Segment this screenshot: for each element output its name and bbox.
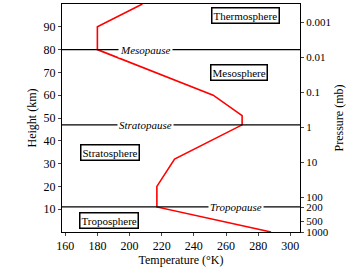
svg-text:Thermosphere: Thermosphere	[214, 10, 278, 22]
svg-text:0.01: 0.01	[306, 51, 325, 63]
svg-text:Tropopause: Tropopause	[210, 201, 262, 213]
svg-text:70: 70	[44, 66, 56, 80]
svg-text:160: 160	[56, 239, 74, 253]
svg-text:Troposphere: Troposphere	[82, 215, 137, 227]
svg-text:90: 90	[44, 20, 56, 34]
svg-text:1000: 1000	[306, 226, 329, 238]
svg-text:1: 1	[306, 121, 312, 133]
svg-text:50: 50	[44, 111, 56, 125]
svg-text:180: 180	[88, 239, 106, 253]
svg-text:280: 280	[249, 239, 267, 253]
svg-text:500: 500	[306, 215, 323, 227]
svg-text:260: 260	[217, 239, 235, 253]
svg-text:10: 10	[306, 156, 318, 168]
svg-text:10: 10	[44, 202, 56, 216]
svg-text:20: 20	[44, 180, 56, 194]
svg-text:Stratopause: Stratopause	[119, 119, 172, 131]
svg-text:0.001: 0.001	[306, 16, 331, 28]
svg-text:0.1: 0.1	[306, 86, 320, 98]
svg-text:200: 200	[306, 201, 323, 213]
svg-text:30: 30	[44, 157, 56, 171]
svg-text:Temperature (°K): Temperature (°K)	[139, 253, 224, 267]
svg-text:Height (km): Height (km)	[25, 89, 39, 148]
svg-text:Mesosphere: Mesosphere	[213, 67, 266, 79]
svg-text:Stratosphere: Stratosphere	[83, 147, 138, 159]
svg-text:40: 40	[44, 134, 56, 148]
svg-text:220: 220	[153, 239, 171, 253]
svg-text:100: 100	[306, 191, 323, 203]
svg-text:Pressure (mb): Pressure (mb)	[332, 85, 346, 152]
svg-text:60: 60	[44, 88, 56, 102]
svg-text:Mesopause: Mesopause	[120, 44, 171, 56]
svg-text:240: 240	[185, 239, 203, 253]
svg-text:300: 300	[281, 239, 299, 253]
svg-text:80: 80	[44, 43, 56, 57]
svg-text:200: 200	[121, 239, 139, 253]
